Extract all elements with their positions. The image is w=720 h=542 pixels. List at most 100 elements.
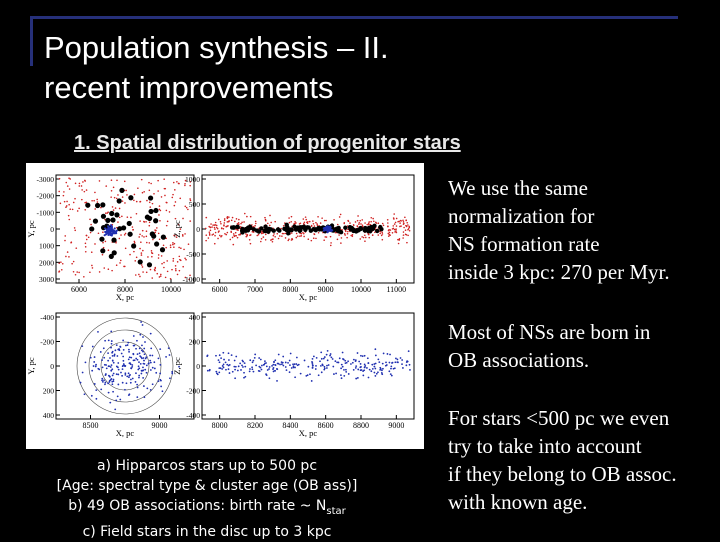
hipparcos-star-point — [234, 365, 237, 368]
hipparcos-star-point — [338, 357, 341, 360]
field-star-point — [380, 234, 383, 237]
hipparcos-star-point — [276, 379, 278, 382]
hipparcos-star-point — [326, 349, 329, 352]
field-star-point — [126, 216, 129, 218]
field-star-point — [290, 215, 293, 218]
field-star-point — [65, 206, 67, 209]
ob-association-point — [275, 227, 281, 232]
field-star-point — [257, 233, 260, 236]
hipparcos-star-point — [367, 362, 370, 365]
hipparcos-star-point — [111, 374, 114, 377]
hipparcos-star-point — [362, 370, 364, 373]
field-star-point — [214, 228, 216, 230]
field-star-point — [165, 209, 168, 212]
field-star-point — [293, 223, 295, 225]
field-star-point — [110, 179, 113, 182]
ob-association-point — [144, 214, 150, 220]
hipparcos-star-point — [126, 344, 129, 346]
hipparcos-star-point — [367, 376, 370, 379]
field-star-point — [97, 232, 100, 235]
ob-association-point — [116, 198, 122, 204]
hipparcos-star-point — [165, 355, 167, 358]
ob-association-point — [114, 212, 120, 218]
x-tick-label: 9000 — [388, 421, 404, 430]
ob-association-point — [85, 202, 91, 208]
field-star-point — [78, 185, 81, 187]
section-subtitle: 1. Spatial distribution of progenitor st… — [74, 132, 461, 154]
hipparcos-star-point — [344, 359, 347, 362]
field-star-point — [260, 238, 263, 240]
field-star-point — [176, 261, 179, 263]
field-star-point — [118, 216, 121, 219]
field-star-point — [173, 234, 175, 237]
hipparcos-star-point — [373, 371, 376, 374]
field-star-point — [179, 197, 182, 200]
text-line: We use the same — [448, 176, 589, 200]
field-star-point — [347, 228, 349, 231]
field-star-point — [172, 257, 175, 260]
hipparcos-star-point — [311, 363, 314, 366]
data-points — [58, 177, 192, 281]
hipparcos-star-point — [356, 352, 359, 354]
hipparcos-star-point — [370, 370, 373, 373]
hipparcos-star-point — [115, 399, 118, 402]
field-star-point — [245, 233, 247, 235]
hipparcos-star-point — [104, 227, 107, 230]
hipparcos-star-point — [157, 380, 160, 383]
field-star-point — [302, 231, 304, 234]
hipparcos-star-point — [378, 361, 381, 364]
field-star-point — [124, 247, 127, 250]
hipparcos-star-point — [395, 357, 397, 360]
field-star-point — [104, 240, 107, 243]
hipparcos-star-point — [127, 372, 130, 375]
hipparcos-star-point — [287, 361, 289, 364]
hipparcos-star-point — [149, 332, 152, 335]
field-star-point — [69, 178, 71, 180]
field-star-point — [168, 211, 171, 213]
hipparcos-star-point — [350, 363, 352, 365]
field-star-point — [166, 270, 169, 273]
field-star-point — [84, 250, 87, 253]
field-star-point — [179, 258, 181, 261]
field-star-point — [172, 260, 175, 262]
field-star-point — [372, 217, 374, 220]
hipparcos-star-point — [215, 354, 217, 357]
hipparcos-star-point — [149, 359, 152, 362]
panel-br: 8000 8200 8400 8600 8800 9000 400 200 0 -200 -400 X… — [172, 312, 415, 438]
field-star-point — [347, 220, 350, 223]
hipparcos-star-point — [112, 378, 115, 381]
caption-line-1: a) Hipparcos stars up to 500 pc — [96, 458, 318, 474]
hipparcos-star-point — [379, 366, 382, 369]
field-star-point — [221, 234, 223, 237]
field-star-point — [179, 228, 182, 230]
hipparcos-star-point — [282, 364, 285, 367]
field-star-point — [404, 233, 407, 236]
field-star-point — [157, 232, 160, 235]
hipparcos-star-point — [259, 366, 262, 369]
hipparcos-star-point — [401, 359, 404, 361]
hipparcos-star-point — [169, 377, 171, 380]
hipparcos-star-point — [103, 356, 106, 359]
hipparcos-star-point — [140, 321, 142, 323]
x-tick-label: 8000 — [117, 285, 133, 294]
field-star-point — [325, 219, 327, 222]
field-star-point — [84, 179, 86, 182]
hipparcos-star-point — [311, 357, 314, 360]
hipparcos-star-point — [135, 347, 137, 350]
hipparcos-star-point — [295, 363, 298, 365]
field-star-point — [214, 231, 217, 234]
hipparcos-star-point — [284, 361, 287, 364]
field-star-point — [213, 242, 216, 245]
field-star-point — [208, 233, 211, 235]
hipparcos-star-point — [109, 357, 111, 359]
hipparcos-star-point — [125, 382, 128, 385]
field-star-point — [140, 241, 142, 244]
text-line: inside 3 kpc: 270 per Myr. — [448, 260, 670, 284]
field-star-point — [94, 243, 96, 245]
field-star-point — [183, 248, 185, 251]
field-star-point — [246, 234, 249, 237]
field-star-point — [249, 234, 252, 236]
ob-association-point — [111, 237, 117, 243]
y-tick-label: 400 — [189, 313, 201, 322]
hipparcos-star-point — [137, 365, 140, 368]
